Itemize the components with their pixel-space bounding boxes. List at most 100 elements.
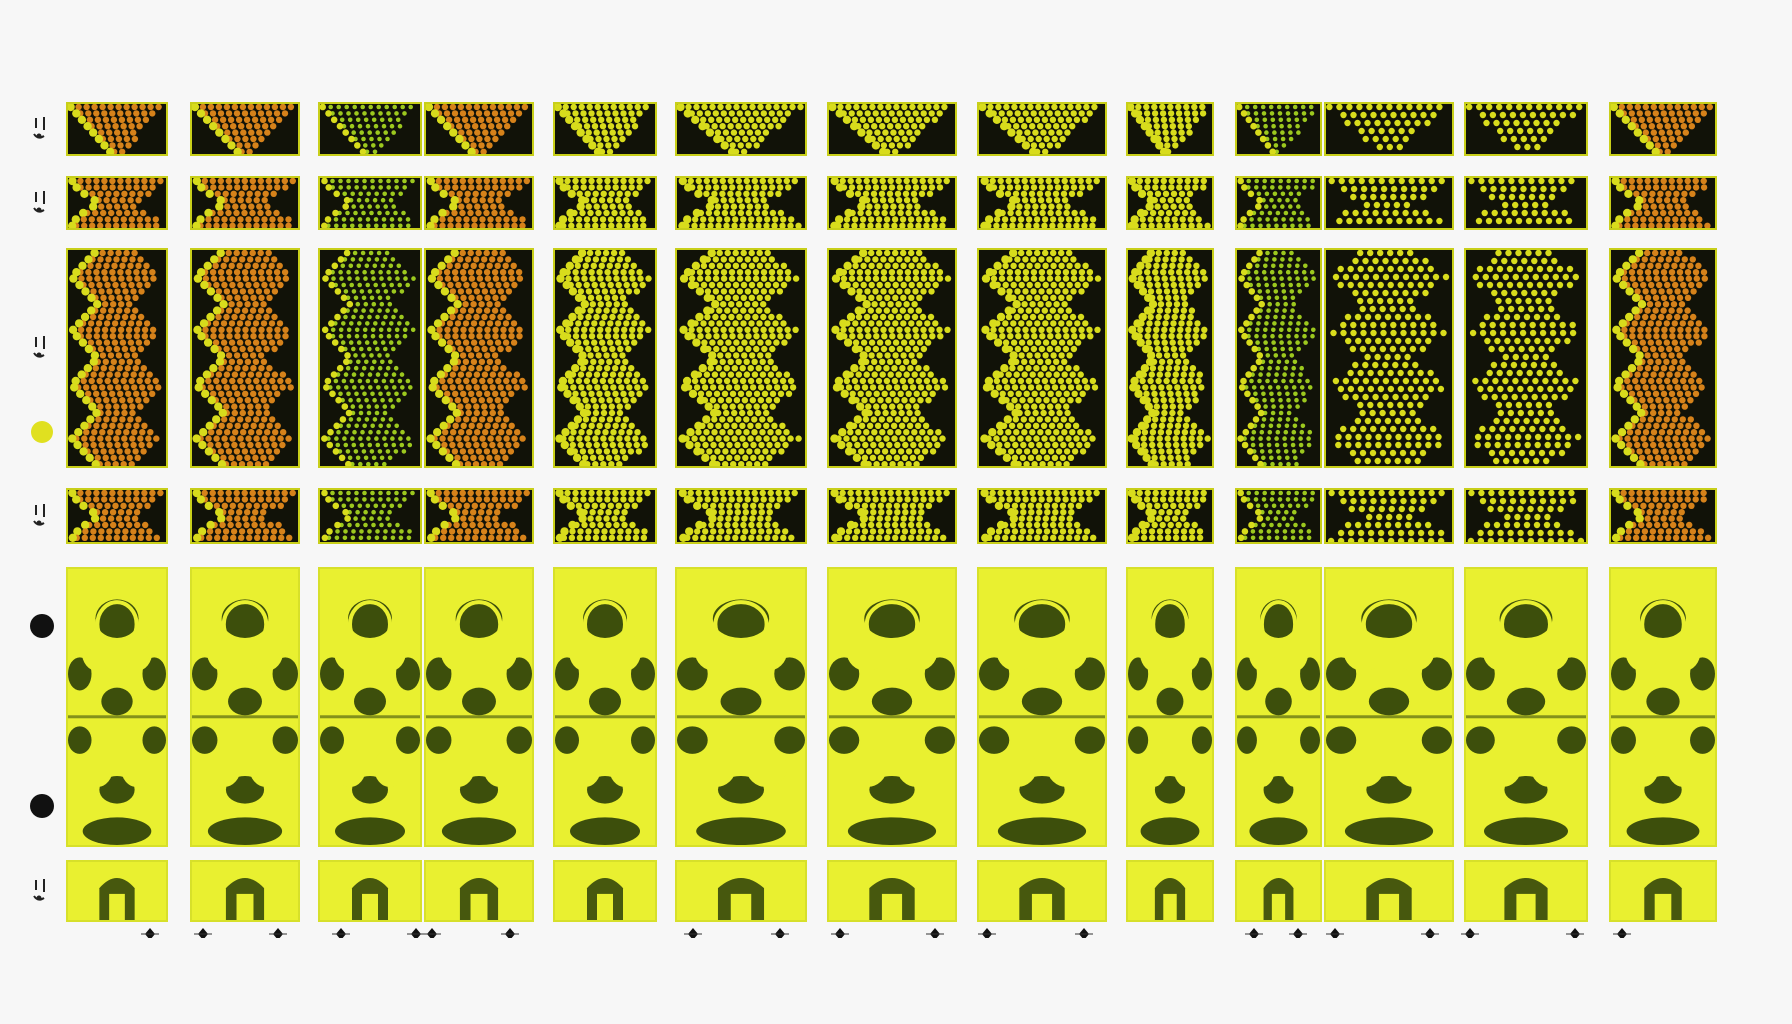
lattice-spot	[263, 256, 270, 263]
lattice-spot	[1278, 178, 1283, 184]
lattice-spot	[1058, 352, 1065, 359]
lattice-edge-spot	[582, 134, 591, 144]
lattice-spot	[210, 184, 217, 191]
lattice-spot	[271, 441, 278, 449]
lattice-edge-spot	[862, 300, 871, 309]
lattice-spot	[281, 269, 289, 276]
lattice-spot	[1062, 110, 1069, 117]
lattice-spot	[715, 365, 722, 372]
lattice-spot	[752, 256, 759, 263]
lattice-spot	[1049, 435, 1056, 442]
lattice-spot	[1033, 216, 1041, 223]
lattice-spot	[1072, 422, 1080, 429]
lattice-spot	[905, 390, 912, 397]
lattice-spot	[1045, 371, 1052, 378]
lattice-spot	[282, 326, 289, 333]
lattice-spot	[1179, 135, 1186, 143]
lattice-edge-spot	[328, 281, 335, 289]
lattice-spot	[226, 275, 234, 282]
lattice-spot	[109, 390, 116, 397]
lattice-spot	[1336, 104, 1343, 111]
lattice-spot	[623, 281, 630, 289]
lattice-spot	[857, 390, 864, 397]
lattice-spot	[899, 116, 907, 123]
lattice-edge-spot	[216, 351, 226, 360]
lattice-spot	[1658, 203, 1665, 210]
lattice-spot	[898, 409, 905, 417]
lattice-spot	[261, 377, 268, 385]
panel-image	[1611, 104, 1713, 154]
lattice-edge-spot	[233, 147, 242, 154]
lattice-spot	[1029, 301, 1036, 308]
lattice-spot	[1436, 104, 1443, 111]
lattice-spot	[468, 184, 475, 191]
lattice-spot	[380, 340, 386, 345]
lattice-spot	[399, 289, 405, 294]
lattice-spot	[1037, 371, 1044, 378]
lattice-spot	[218, 333, 225, 340]
lattice-spot	[914, 203, 921, 210]
lattice-spot	[730, 203, 738, 210]
lattice-spot	[1066, 250, 1073, 257]
lattice-spot	[600, 409, 608, 417]
lattice-spot	[134, 275, 141, 282]
panel-r2-c1	[66, 176, 168, 230]
lattice-spot	[341, 321, 346, 326]
lattice-spot	[1021, 358, 1028, 365]
lattice-spot	[234, 135, 241, 143]
lattice-spot	[916, 320, 923, 327]
lattice-spot	[241, 307, 249, 314]
lattice-spot	[365, 217, 371, 222]
lattice-edge-spot	[844, 447, 854, 456]
lattice-spot	[900, 320, 907, 327]
lattice-spot	[510, 339, 518, 346]
lattice-spot	[96, 281, 103, 289]
lattice-spot	[754, 129, 762, 136]
lattice-spot	[1370, 111, 1377, 119]
lattice-spot	[336, 429, 341, 435]
lattice-spot	[234, 365, 241, 372]
lattice-spot	[886, 416, 893, 423]
lattice-spot	[492, 422, 499, 429]
lattice-spot	[370, 333, 376, 339]
lattice-spot	[394, 327, 400, 333]
lattice-spot	[1001, 216, 1009, 223]
lattice-spot	[903, 371, 910, 378]
lattice-spot	[112, 461, 119, 466]
lattice-spot	[473, 371, 481, 378]
lattice-spot	[252, 454, 259, 461]
lattice-spot	[998, 269, 1006, 276]
lattice-spot	[573, 275, 580, 282]
lattice-spot	[1358, 127, 1365, 135]
lattice-spot	[225, 307, 233, 314]
lattice-spot	[1062, 184, 1070, 191]
lattice-spot	[1026, 339, 1034, 346]
lattice-edge-spot	[851, 344, 861, 354]
lattice-spot	[876, 294, 883, 301]
lattice-spot	[588, 365, 595, 372]
lattice-spot	[374, 191, 379, 197]
lattice-spot	[488, 190, 495, 197]
lattice-spot	[279, 384, 286, 391]
lattice-spot	[262, 190, 269, 197]
lattice-spot	[839, 178, 846, 185]
lattice-spot	[234, 422, 241, 429]
lattice-spot	[451, 269, 459, 276]
lattice-spot	[905, 461, 912, 466]
lattice-spot	[486, 358, 494, 365]
lattice-spot	[859, 116, 867, 123]
lattice-spot	[377, 136, 382, 142]
lattice-spot	[513, 441, 520, 449]
lattice-spot	[1020, 190, 1028, 197]
lattice-spot	[1006, 275, 1014, 282]
lattice-spot	[628, 422, 635, 429]
lattice-spot	[1025, 216, 1033, 223]
lattice-spot	[731, 409, 738, 417]
lattice-edge-spot	[73, 440, 82, 450]
lattice-edge-spot	[438, 208, 447, 218]
lattice-spot	[1058, 262, 1065, 269]
lattice-spot	[99, 429, 106, 436]
lattice-spot	[713, 184, 720, 191]
lattice-spot	[583, 216, 591, 223]
lattice-spot	[503, 216, 510, 223]
